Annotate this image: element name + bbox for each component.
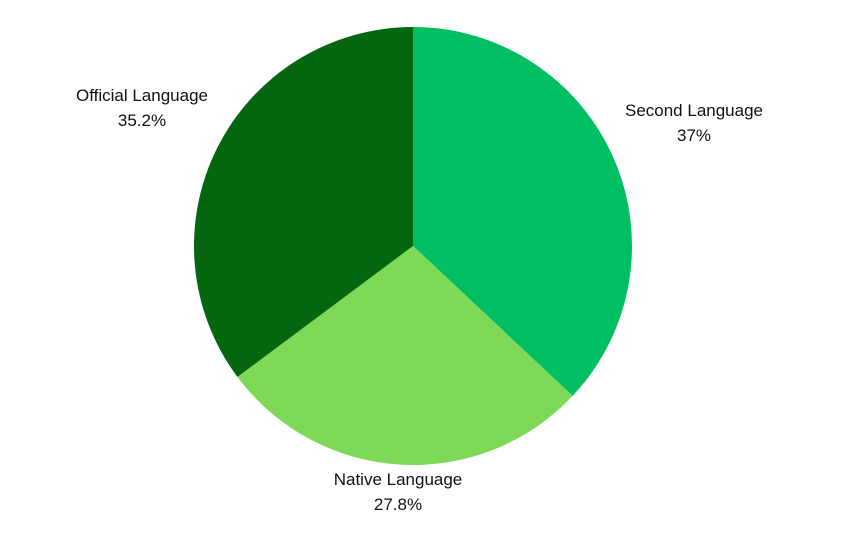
pie-slice-native-language [237,246,573,465]
pie-slice-second-language [413,27,632,396]
slice-value-second-language: 37% [677,126,711,145]
slice-value-native-language: 27.8% [374,495,422,514]
slice-label-second-language: Second Language [625,101,763,120]
slice-label-official-language: Official Language [76,86,208,105]
slice-value-official-language: 35.2% [118,111,166,130]
pie-slice-official-language [194,27,413,377]
pie-slices [194,27,632,465]
slice-label-native-language: Native Language [334,470,463,489]
pie-labels: Second Language 37% Native Language 27.8% Of… [76,86,763,514]
